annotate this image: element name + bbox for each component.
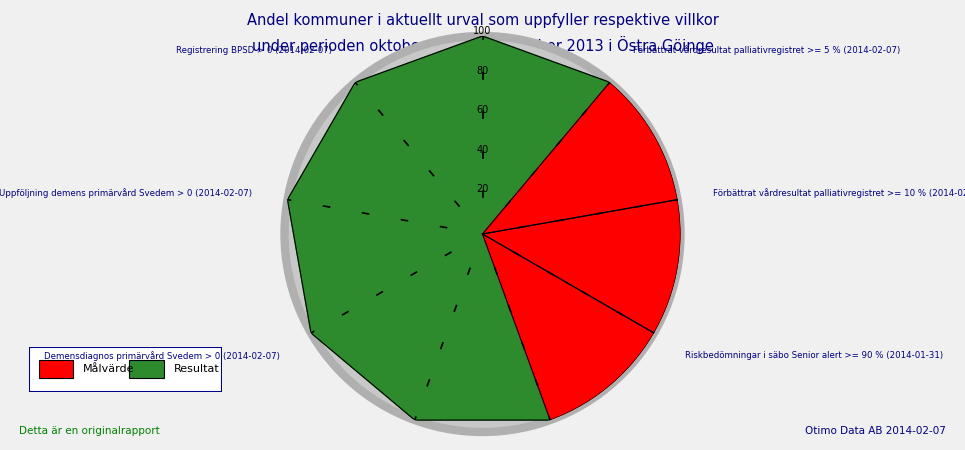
Text: Otimo Data AB 2014-02-07: Otimo Data AB 2014-02-07 — [805, 427, 946, 436]
Text: Andel kommuner i aktuellt urval som uppfyller respektive villkor
under perioden : Andel kommuner i aktuellt urval som uppf… — [247, 14, 718, 54]
Text: Förbättrat vårdresultat palliativregistret >= 10 % (2014-02-07): Förbättrat vårdresultat palliativregistr… — [712, 189, 965, 198]
Polygon shape — [482, 234, 654, 420]
Text: 40: 40 — [477, 145, 488, 155]
Polygon shape — [482, 82, 677, 234]
Text: Riskbedömningar i säbo Senior alert >= 90 % (2014-01-31): Riskbedömningar i säbo Senior alert >= 9… — [685, 351, 943, 360]
Bar — [39, 360, 73, 378]
Text: Registrering BPSD > 0 (2014-02-07): Registrering BPSD > 0 (2014-02-07) — [177, 46, 332, 55]
Text: Målvärde: Målvärde — [83, 364, 134, 374]
Polygon shape — [288, 36, 677, 420]
Text: Demensdiagnos primärvård Svedem > 0 (2014-02-07): Demensdiagnos primärvård Svedem > 0 (201… — [44, 351, 280, 361]
Text: 80: 80 — [477, 66, 488, 76]
FancyBboxPatch shape — [29, 346, 222, 392]
Text: Resultat: Resultat — [174, 364, 219, 374]
Polygon shape — [482, 200, 680, 333]
Text: Detta är en originalrapport: Detta är en originalrapport — [19, 427, 160, 436]
Text: Förbättrat vårdresultat palliativregistret >= 5 % (2014-02-07): Förbättrat vårdresultat palliativregistr… — [633, 45, 900, 55]
Text: Uppföljning demens primärvård Svedem > 0 (2014-02-07): Uppföljning demens primärvård Svedem > 0… — [0, 189, 253, 198]
Text: 60: 60 — [477, 105, 488, 115]
Bar — [129, 360, 164, 378]
Text: 100: 100 — [473, 26, 492, 36]
Text: 20: 20 — [477, 184, 488, 194]
